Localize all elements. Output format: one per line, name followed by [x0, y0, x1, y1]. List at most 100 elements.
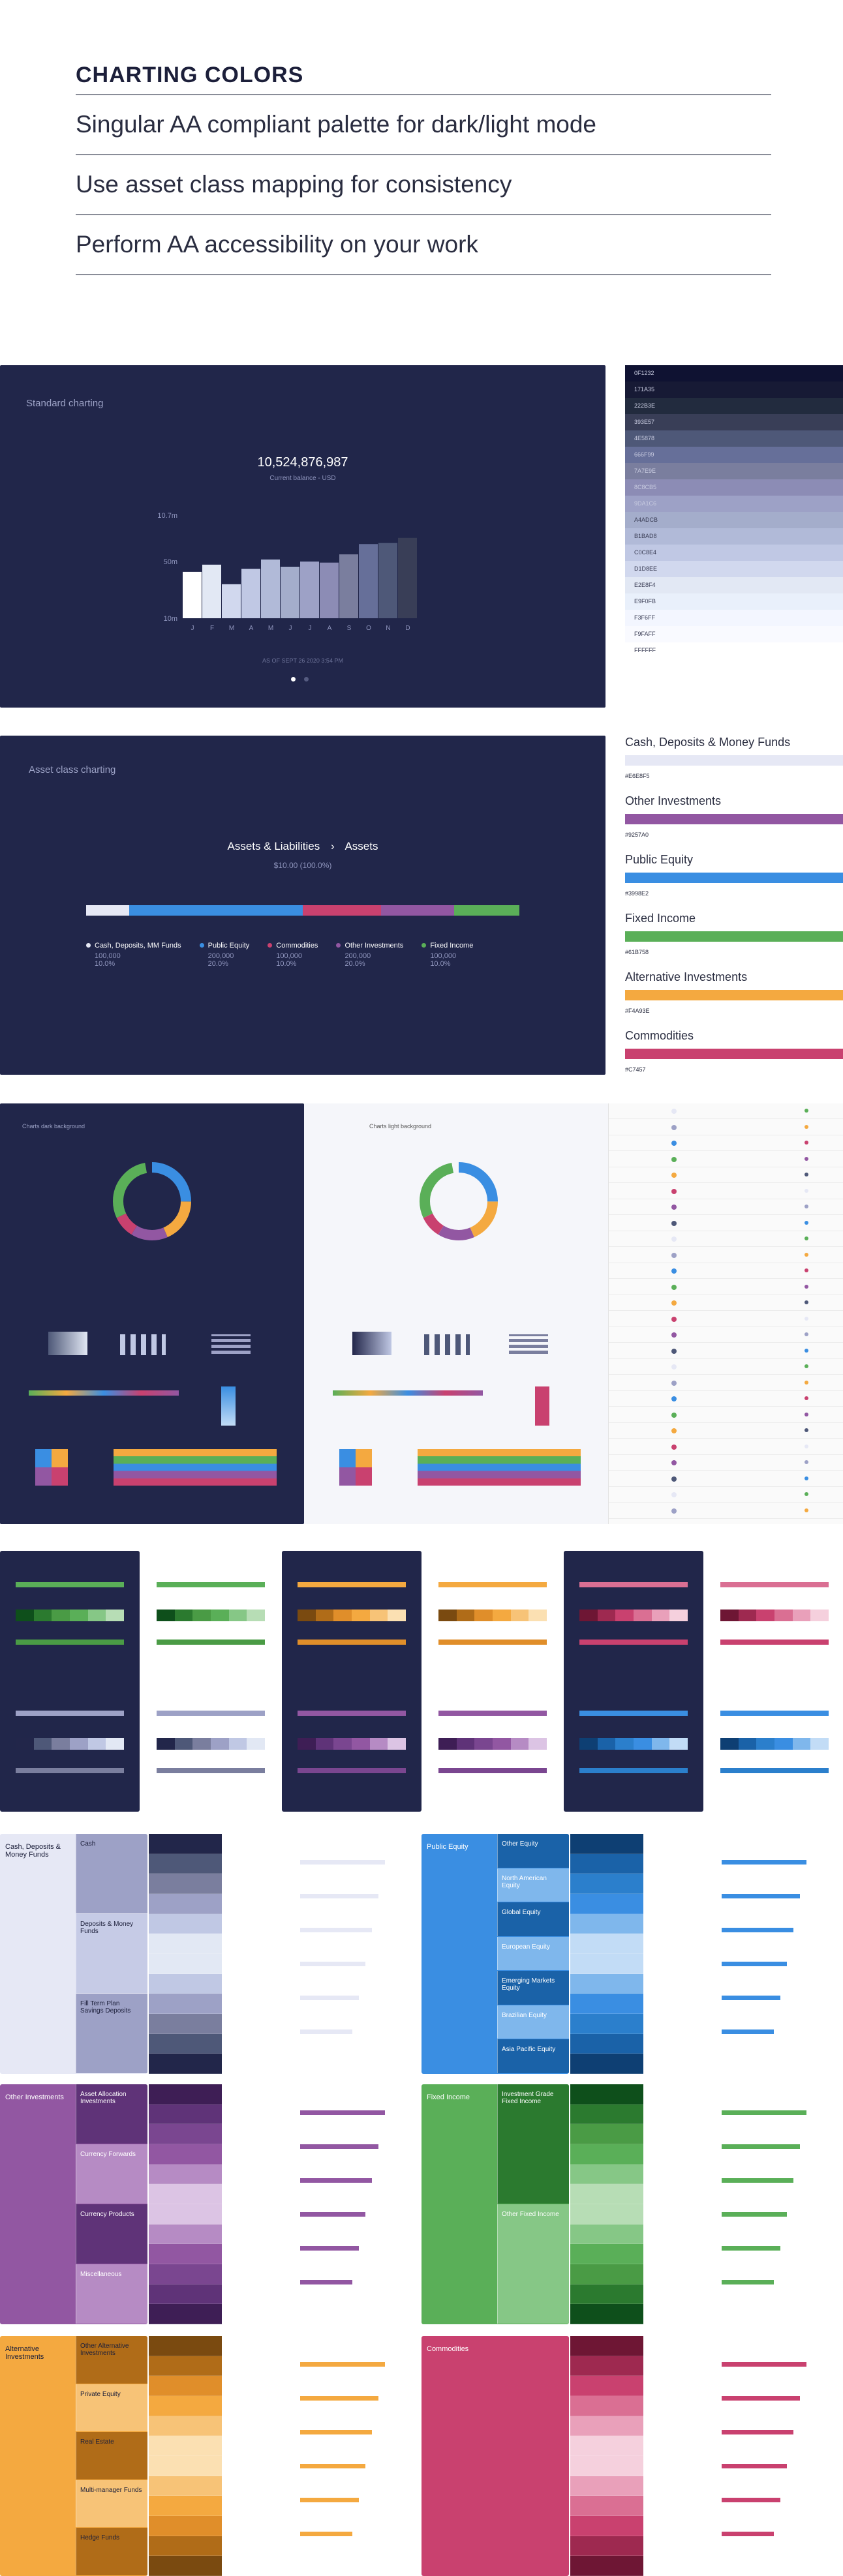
table-row: [609, 1471, 843, 1487]
legend-item[interactable]: Public Equity 200,000 20.0%: [199, 942, 250, 968]
treemap-cell[interactable]: Other Alternative Investments: [76, 2336, 147, 2384]
guideline-1: Singular AA compliant palette for dark/l…: [76, 95, 771, 155]
dark-ramp-card: [282, 1551, 422, 1812]
treemap-alt: Alternative Investments Other Alternative…: [0, 2336, 147, 2576]
dark-ramp-card: [0, 1551, 140, 1812]
color-dot-icon: [671, 1460, 677, 1465]
table-row: [609, 1295, 843, 1311]
treemap-cell[interactable]: Private Equity: [76, 2384, 147, 2432]
color-ramp: [579, 1738, 688, 1750]
treemap-palette-column: [570, 1834, 643, 2074]
treemap-cell[interactable]: Other Fixed Income: [497, 2204, 569, 2324]
neutral-swatch: 393E57: [625, 414, 843, 430]
treemap-palette-column: [149, 1834, 222, 2074]
legend-dot-icon: [86, 943, 91, 948]
treemap-palette-column: [149, 2336, 222, 2576]
treemap-cell[interactable]: European Equity: [497, 1936, 569, 1971]
treemap-cell[interactable]: Brazilian Equity: [497, 2005, 569, 2039]
table-row: [609, 1135, 843, 1151]
color-dot-icon: [671, 1492, 677, 1497]
bar[interactable]: [398, 537, 417, 618]
bar[interactable]: [202, 564, 221, 618]
donut-chart-dark: [113, 1162, 191, 1240]
neutral-swatch: 666F99: [625, 447, 843, 463]
bar[interactable]: [359, 544, 378, 618]
legend-value: 100,000: [276, 952, 303, 960]
legend-pct: 10.0%: [95, 960, 115, 968]
bar[interactable]: [378, 543, 397, 618]
treemap-cell[interactable]: Currency Products: [76, 2204, 147, 2264]
color-dot-icon: [671, 1364, 677, 1370]
light-examples-title: Charts light background: [369, 1123, 432, 1130]
bar[interactable]: [222, 584, 241, 618]
color-dot-icon: [805, 1188, 808, 1193]
treemap-cell[interactable]: Investment Grade Fixed Income: [497, 2084, 569, 2204]
bar[interactable]: [339, 554, 358, 618]
asset-class-hex: #61B758: [625, 949, 649, 955]
treemap-cell-label: Currency Products: [80, 2211, 134, 2218]
color-dot-icon: [671, 1444, 677, 1450]
bar[interactable]: [320, 562, 339, 618]
legend-name: Fixed Income: [430, 942, 474, 950]
treemap-bar-panel: [656, 1834, 813, 2074]
treemap-cell[interactable]: Other Equity: [497, 1834, 569, 1868]
asset-class-title: Asset class charting: [29, 764, 116, 775]
color-dot-icon: [671, 1284, 677, 1290]
color-dot-icon: [671, 1156, 677, 1162]
table-row: [609, 1216, 843, 1231]
treemap-cell-label: Real Estate: [80, 2438, 114, 2446]
legend-dot-icon: [422, 943, 427, 948]
treemap-cell[interactable]: Fill Term Plan Savings Deposits: [76, 1994, 147, 2073]
standard-chart-panel: Standard charting 10,524,876,987 Current…: [0, 365, 605, 708]
legend-name: Public Equity: [207, 942, 250, 950]
color-dot-icon: [805, 1173, 808, 1176]
pager-dot-active[interactable]: [291, 677, 296, 681]
treemap-cell[interactable]: Emerging Markets Equity: [497, 1971, 569, 2005]
color-dot-icon: [805, 1252, 808, 1257]
month-label: J: [309, 625, 312, 632]
breadcrumb: Assets & Liabilities › Assets: [0, 840, 605, 853]
table-row: [609, 1343, 843, 1359]
treemap-cell[interactable]: Currency Forwards: [76, 2144, 147, 2204]
y-tick-label: 10m: [164, 615, 177, 623]
bar[interactable]: [261, 559, 280, 618]
asset-class-hex: #3998E2: [625, 890, 649, 897]
allocation-segment[interactable]: [129, 905, 303, 916]
asset-class-label: Other Investments: [625, 794, 722, 807]
treemap-cell[interactable]: Deposits & Money Funds: [76, 1913, 147, 1994]
breadcrumb-parent[interactable]: Assets & Liabilities: [227, 840, 320, 852]
monthly-bar-chart: 10.7m 50m 10m J F M A M J J A S O N D: [157, 512, 417, 632]
color-reference-table: [608, 1103, 843, 1524]
treemap-cell[interactable]: Asset Allocation Investments: [76, 2084, 147, 2144]
treemap-cell[interactable]: Miscellaneous: [76, 2264, 147, 2324]
allocation-segment[interactable]: [303, 905, 381, 916]
bar[interactable]: [183, 571, 202, 618]
allocation-segment[interactable]: [86, 905, 130, 916]
treemap-cell[interactable]: Hedge Funds: [76, 2528, 147, 2575]
color-dot-icon: [805, 1109, 808, 1113]
bar[interactable]: [300, 562, 319, 618]
asset-class-hex: #E6E8F5: [625, 773, 650, 779]
bar[interactable]: [281, 567, 299, 618]
color-ramp: [720, 1738, 829, 1750]
treemap-cell[interactable]: Real Estate: [76, 2432, 147, 2479]
pager-dot[interactable]: [304, 677, 309, 681]
legend-item[interactable]: Other Investments 200,000 20.0%: [336, 942, 403, 968]
treemap-cell[interactable]: Global Equity: [497, 1902, 569, 1936]
allocation-segment[interactable]: [380, 905, 455, 916]
color-dot-icon: [671, 1508, 677, 1514]
treemap-cell[interactable]: Multi-manager Funds: [76, 2479, 147, 2528]
color-dot-icon: [671, 1205, 677, 1210]
color-dot-icon: [805, 1124, 808, 1129]
treemap-cell[interactable]: Cash: [76, 1834, 147, 1913]
legend-item[interactable]: Commodities 100,000 10.0%: [268, 942, 318, 968]
bar[interactable]: [241, 569, 260, 618]
table-row: [609, 1120, 843, 1135]
neutral-swatch: 8C8CB5: [625, 479, 843, 496]
legend-item[interactable]: Cash, Deposits, MM Funds 100,000 10.0%: [86, 942, 181, 968]
treemap-cell[interactable]: North American Equity: [497, 1868, 569, 1902]
asset-class-label: Cash, Deposits & Money Funds: [625, 736, 791, 749]
legend-item[interactable]: Fixed Income 100,000 10.0%: [422, 942, 473, 968]
treemap-cell[interactable]: Asia Pacific Equity: [497, 2039, 569, 2073]
allocation-segment[interactable]: [454, 905, 519, 916]
